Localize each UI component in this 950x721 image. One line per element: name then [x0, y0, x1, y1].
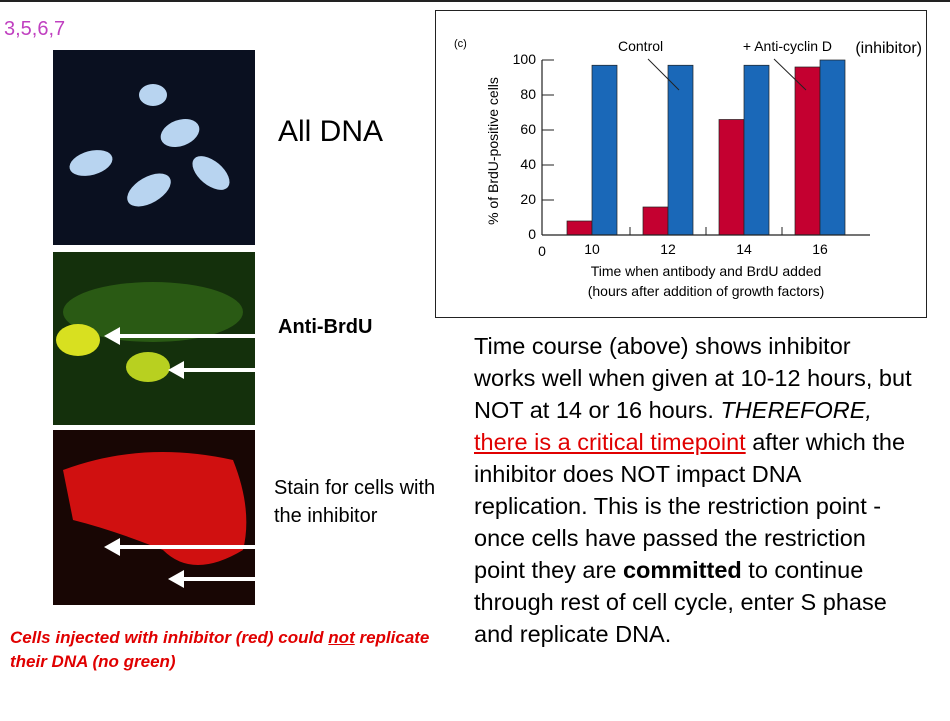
- caption-text: Cells injected with inhibitor (red) coul…: [10, 628, 329, 647]
- x-axis-label-2: (hours after addition of growth factors): [588, 283, 825, 299]
- x-tick-label: 14: [736, 241, 752, 257]
- bar-anti-cyclin-d-10: [566, 220, 593, 236]
- inhibitor-stain-label: Stain for cells with the inhibitor: [274, 477, 436, 527]
- panel-label: (c): [454, 38, 467, 50]
- y-tick-label: 0: [528, 226, 536, 242]
- arrow-icon: [104, 538, 255, 556]
- anti-brdu-micrograph: [53, 252, 255, 425]
- body-text: Time course (above) shows inhibitor work…: [474, 333, 912, 423]
- arrow-icon: [168, 570, 255, 588]
- caption-text: replicate their DNA (no green): [10, 628, 430, 671]
- inhibitor-stain-micrograph: [53, 430, 255, 605]
- x-axis-label: Time when antibody and BrdU added: [591, 263, 822, 279]
- y-tick-label: 80: [520, 86, 536, 102]
- bar-control-16: [819, 59, 846, 236]
- body-text: to continue through rest of cell cycle, …: [474, 557, 887, 647]
- arrow-icon: [104, 327, 255, 345]
- chart-frame: 10 12 14 16 0 20 40 60 80 100 0 (c) Control + Anti-cy…: [435, 10, 927, 318]
- x-tick-label: 10: [584, 241, 600, 257]
- x-tick-label: 16: [812, 241, 828, 257]
- y-tick-label: 100: [513, 51, 537, 67]
- caption-emphasis: not: [328, 628, 355, 647]
- bar-control-10: [591, 64, 618, 236]
- all-dna-label: All DNA: [278, 115, 384, 148]
- bar-anti-cyclin-d-14: [718, 119, 745, 236]
- critical-timepoint-link[interactable]: there is a critical timepoint: [474, 429, 746, 455]
- explanation-text: Time course (above) shows inhibitor work…: [474, 330, 914, 650]
- bar-chart: 10 12 14 16 0 20 40 60 80 100 0 (c) Control + Anti-cy…: [454, 38, 922, 299]
- legend-control: Control: [618, 38, 663, 54]
- bar-anti-cyclin-d-12: [642, 206, 669, 236]
- slide-number: 3,5,6,7: [4, 18, 66, 40]
- bar-anti-cyclin-d-16: [794, 66, 821, 236]
- y-axis-label: % of BrdU-positive cells: [485, 77, 501, 225]
- bar-control-12: [667, 64, 694, 236]
- bar-control-14: [743, 64, 770, 236]
- legend-leader-anti-cyclin-d: [773, 58, 807, 91]
- all-dna-micrograph: [53, 50, 255, 245]
- figure-caption: Cells injected with inhibitor (red) coul…: [10, 626, 462, 674]
- legend-anti-cyclin-d: + Anti-cyclin D: [743, 38, 832, 54]
- x-tick-label: 12: [660, 241, 676, 257]
- arrow-icon: [168, 361, 255, 379]
- anti-brdu-label: Anti-BrdU: [278, 316, 373, 338]
- y-tick-label: 40: [520, 156, 536, 172]
- top-border: [0, 0, 950, 2]
- y-tick-label: 60: [520, 121, 536, 137]
- inhibitor-annotation: (inhibitor): [855, 40, 922, 57]
- y-tick-label: 20: [520, 191, 536, 207]
- body-text: after which the inhibitor does NOT impac…: [474, 429, 906, 583]
- legend-leader-control: [647, 58, 680, 91]
- body-emphasis: THEREFORE,: [720, 397, 872, 423]
- x-origin-label: 0: [538, 243, 546, 259]
- body-bold: committed: [622, 557, 742, 583]
